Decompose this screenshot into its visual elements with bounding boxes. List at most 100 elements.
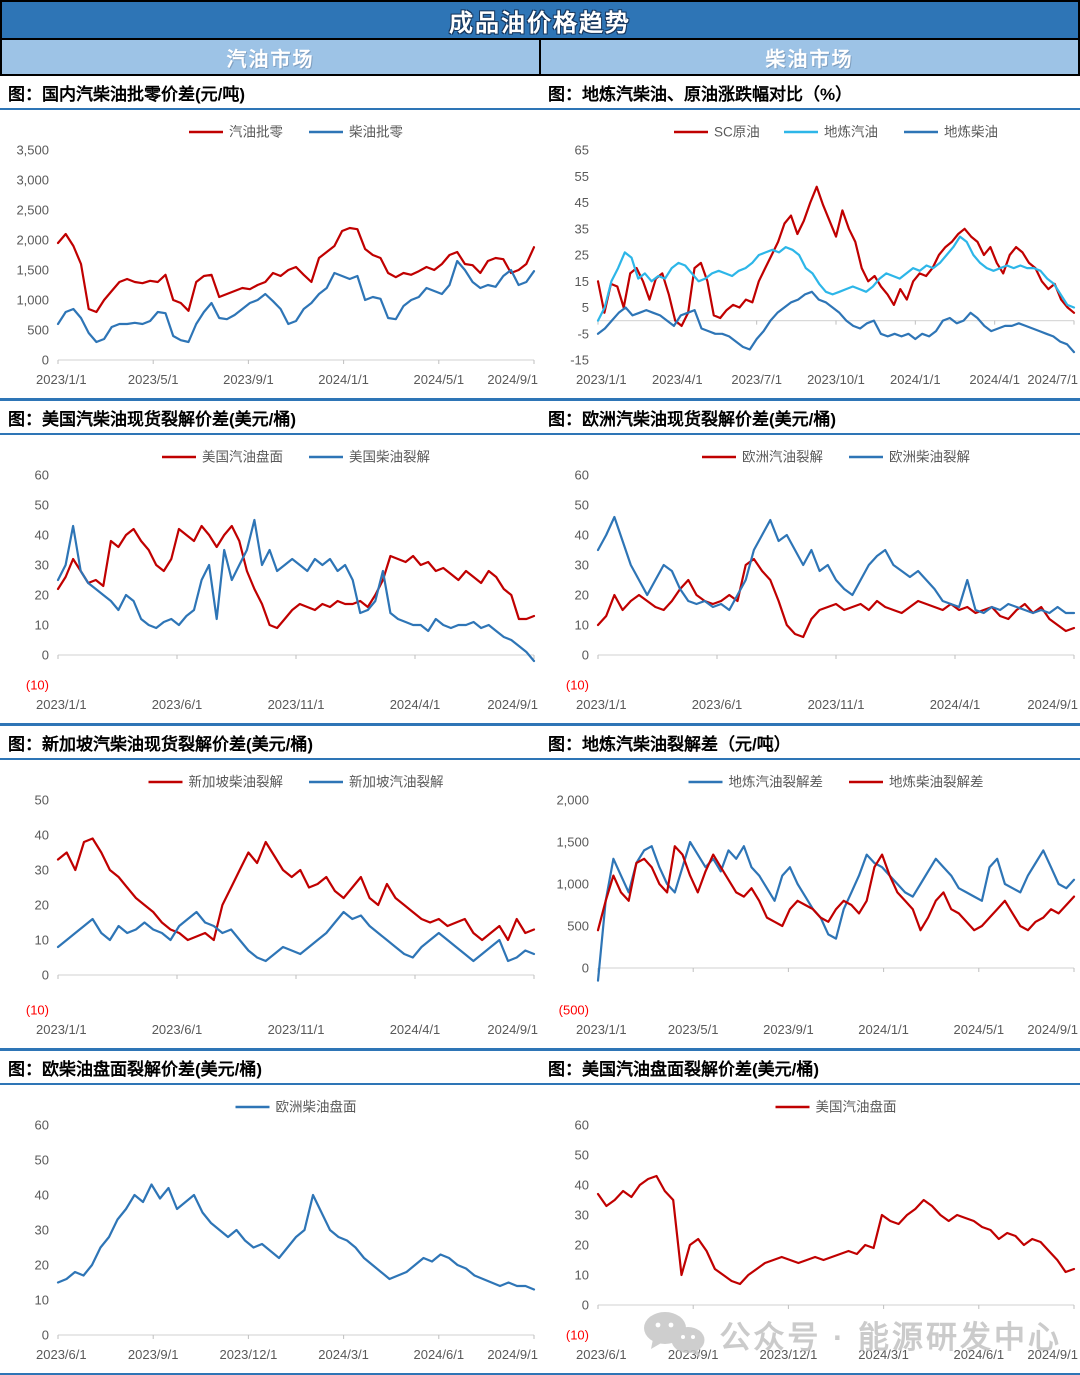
legend-label: 地炼柴油裂解差 <box>889 775 984 790</box>
x-tick-label: 2023/10/1 <box>807 372 865 387</box>
x-tick-label: 2023/1/1 <box>36 1022 87 1037</box>
x-tick-label: 2024/4/1 <box>390 1022 441 1037</box>
chart-row-2: 图：美国汽柴油现货裂解价差(美元/桶) 图：欧洲汽柴油现货裂解价差(美元/桶) … <box>0 401 1080 726</box>
y-tick-label: 40 <box>575 528 589 543</box>
x-tick-label: 2023/11/1 <box>268 1022 325 1037</box>
y-tick-label: 3,500 <box>16 143 49 158</box>
y-tick-label: 50 <box>35 498 49 513</box>
y-tick-label: 0 <box>42 1328 49 1343</box>
x-tick-label: 2024/9/1 <box>487 1022 538 1037</box>
chart-title-domestic-wholesale-retail-spread: 图：国内汽柴油批零价差(元/吨) <box>8 85 246 104</box>
y-tick-label: 50 <box>35 1153 49 1168</box>
x-tick-label: 2023/12/1 <box>759 1347 817 1362</box>
chart-row-3: 图：新加坡汽柴油现货裂解价差(美元/桶) 图：地炼汽柴油裂解差（元/吨） 50 4… <box>0 726 1080 1051</box>
y-tick-label: 65 <box>575 143 589 158</box>
chart-title-shandong-vs-crude-change: 图：地炼汽柴油、原油涨跌幅对比（%） <box>548 85 853 104</box>
page-title: 成品油价格趋势 <box>449 9 631 37</box>
line-chart-us-gasoline-futures-crack: 60 50 40 30 20 10 0 (10) 2023/6/1 2023/9/1 2023/12… <box>566 1099 1078 1363</box>
x-tick-label: 2023/1/1 <box>576 1022 627 1037</box>
x-tick-label: 2023/4/1 <box>652 372 703 387</box>
y-tick-label: 40 <box>35 1188 49 1203</box>
chart-title-us-gasoline-futures-crack: 图：美国汽油盘面裂解价差(美元/桶) <box>548 1060 820 1079</box>
y-tick-label: 60 <box>575 468 589 483</box>
line-chart-europe-crack-spread: 60 50 40 30 20 10 0 (10) 2023/1/1 2023/6/1 2023/11… <box>566 450 1078 713</box>
x-tick-label: 2023/5/1 <box>668 1022 719 1037</box>
column-header-diesel-market: 柴油市场 <box>541 40 1078 74</box>
x-tick-label: 2024/9/1 <box>1027 1347 1078 1362</box>
y-tick-label: 25 <box>575 248 589 263</box>
series-line-欧洲柴油裂解 <box>596 515 1076 615</box>
x-tick-label: 2023/1/1 <box>576 372 627 387</box>
y-tick-label: 10 <box>35 933 49 948</box>
x-tick-label: 2023/6/1 <box>692 697 743 712</box>
chart-cell: 60 50 40 30 20 10 0 (10) 2023/6/1 2023/9/1 2023/12… <box>540 1085 1080 1373</box>
x-tick-label: 2023/6/1 <box>36 1347 87 1362</box>
y-tick-label: 35 <box>575 221 589 236</box>
x-tick-label: 2023/11/1 <box>808 697 865 712</box>
y-tick-label: (500) <box>559 1003 589 1018</box>
x-tick-label: 2023/6/1 <box>576 1347 627 1362</box>
y-tick-label: 30 <box>575 1208 589 1223</box>
legend-label: 美国汽油盘面 <box>202 449 283 465</box>
x-tick-label: 2024/3/1 <box>858 1347 909 1362</box>
y-tick-label: 500 <box>27 323 49 338</box>
series-line-新加坡柴油裂解 <box>56 837 536 942</box>
y-tick-label: -15 <box>570 353 589 368</box>
x-tick-label: 2024/1/1 <box>890 372 941 387</box>
y-tick-label: 30 <box>35 1223 49 1238</box>
y-tick-label: 10 <box>35 1293 49 1308</box>
line-chart-domestic-wholesale-retail-spread: 3,500 3,000 2,500 2,000 1,500 1,000 500 0 2023/1… <box>16 125 538 388</box>
y-tick-label: (10) <box>566 678 589 693</box>
y-tick-label: 40 <box>575 1178 589 1193</box>
y-tick-label: 1,500 <box>556 835 589 850</box>
page-header: 成品油价格趋势 <box>0 0 1080 38</box>
y-tick-label: 10 <box>575 1268 589 1283</box>
x-tick-label: 2024/9/1 <box>487 697 538 712</box>
y-tick-label: 20 <box>35 588 49 603</box>
x-tick-label: 2024/3/1 <box>318 1347 369 1362</box>
y-tick-label: 30 <box>35 863 49 878</box>
y-tick-label: (10) <box>566 1328 589 1343</box>
legend-label: 新加坡柴油裂解 <box>189 775 284 790</box>
chart-cell: 2,000 1,500 1,000 500 0 (500) 2023/1/1 2023/5/1… <box>540 760 1080 1048</box>
x-tick-label: 2023/7/1 <box>731 372 782 387</box>
x-tick-label: 2024/9/1 <box>1027 1022 1078 1037</box>
x-tick-label: 2023/9/1 <box>223 372 274 387</box>
y-tick-label: 5 <box>582 300 589 315</box>
x-tick-label: 2024/9/1 <box>487 1347 538 1362</box>
y-tick-label: 60 <box>35 1118 49 1133</box>
y-tick-label: 20 <box>575 588 589 603</box>
x-tick-label: 2023/9/1 <box>763 1022 814 1037</box>
legend-label: 欧洲柴油裂解 <box>889 450 970 465</box>
y-tick-label: 50 <box>575 498 589 513</box>
x-tick-label: 2023/12/1 <box>219 1347 277 1362</box>
series-line-地炼汽油裂解差 <box>596 840 1076 982</box>
x-tick-label: 2023/11/1 <box>268 697 325 712</box>
chart-title-shandong-crack-spread: 图：地炼汽柴油裂解差（元/吨） <box>548 735 791 754</box>
y-tick-label: 0 <box>582 1298 589 1313</box>
chart-cell: 3,500 3,000 2,500 2,000 1,500 1,000 500 0 2023/1… <box>0 110 540 398</box>
legend-label: 汽油批零 <box>229 125 283 140</box>
y-tick-label: -5 <box>577 326 589 341</box>
legend-label: 地炼汽油 <box>824 125 878 140</box>
legend-label: 地炼汽油裂解差 <box>729 775 824 790</box>
x-tick-label: 2024/1/1 <box>318 372 369 387</box>
y-tick-label: 3,000 <box>16 173 49 188</box>
y-tick-label: 10 <box>575 618 589 633</box>
x-tick-label: 2023/5/1 <box>128 372 179 387</box>
chart-cell: 60 50 40 30 20 10 0 (10) 2023/1/1 2023/6/1 2023/11… <box>0 435 540 723</box>
x-tick-label: 2023/1/1 <box>36 697 87 712</box>
line-chart-us-crack-spread: 60 50 40 30 20 10 0 (10) 2023/1/1 2023/6/1 2023/11… <box>26 449 538 713</box>
column-header-gasoline-market: 汽油市场 <box>2 40 541 74</box>
y-tick-label: 0 <box>582 648 589 663</box>
legend-label: 新加坡汽油裂解 <box>349 775 444 790</box>
series-line-美国柴油裂解 <box>56 518 536 663</box>
y-tick-label: 0 <box>42 353 49 368</box>
series-line-新加坡汽油裂解 <box>56 910 536 963</box>
x-tick-label: 2024/9/1 <box>1027 697 1078 712</box>
y-tick-label: 30 <box>575 558 589 573</box>
chart-cell: 60 50 40 30 20 10 0 2023/6/1 2023/9/1 2023/12/1 20… <box>0 1085 540 1373</box>
y-tick-label: 20 <box>35 1258 49 1273</box>
x-tick-label: 2024/4/1 <box>390 697 441 712</box>
